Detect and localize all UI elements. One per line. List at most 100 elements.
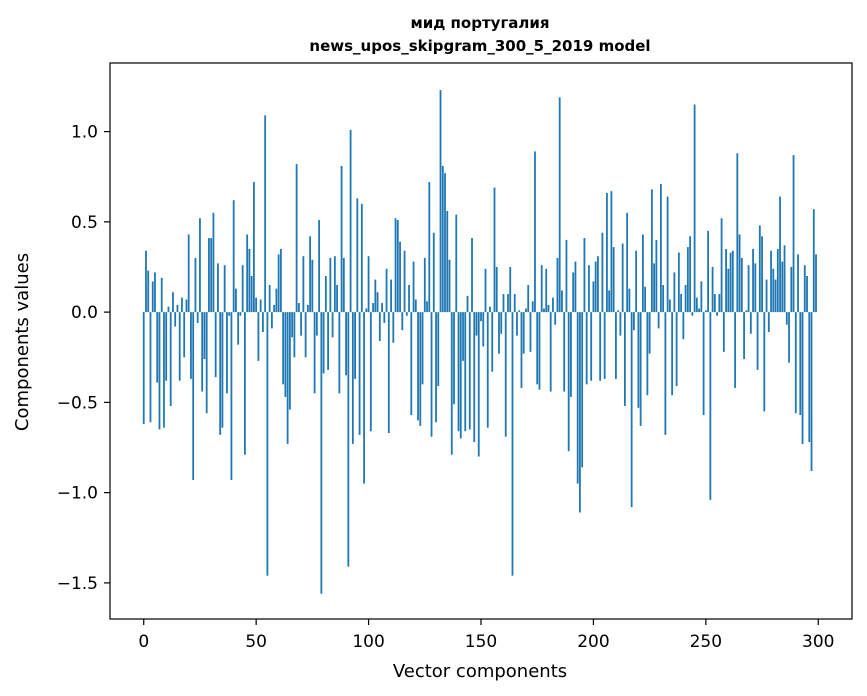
bar-268 [745,310,748,313]
bar-140 [457,312,460,432]
bar-296 [808,312,811,443]
bar-83 [329,257,332,313]
bar-60 [277,254,280,313]
bar-154 [489,306,491,313]
bar-223 [644,286,647,313]
bar-196 [583,238,586,313]
bar-209 [612,247,615,313]
y-axis: −1.5 −1.0 −0.5 0.0 0.5 1.0 [57,123,110,594]
bar-79 [320,312,323,594]
bar-97 [360,203,363,313]
bar-36 [223,265,226,313]
bar-147 [473,312,476,443]
bar-14 [174,312,177,327]
bar-129 [432,232,435,313]
bar-220 [637,312,640,408]
bar-63 [284,312,287,397]
bar-40 [232,200,235,313]
bar-238 [677,252,680,313]
bar-242 [686,247,689,313]
bar-35 [221,312,224,428]
bar-282 [776,248,779,313]
bar-287 [788,312,790,363]
bar-124 [421,312,424,385]
bar-175 [536,312,539,385]
bar-249 [702,312,705,416]
bar-239 [680,294,683,313]
bar-191 [572,272,575,313]
bar-29 [208,238,210,313]
bar-125 [423,257,426,313]
bar-145 [468,312,471,430]
bar-270 [749,312,752,334]
bar-31 [212,212,215,313]
y-tick-label: 1.0 [71,123,98,143]
bar-168 [520,312,523,388]
bar-4 [151,281,154,313]
bar-280 [772,268,775,313]
bar-59 [275,288,278,313]
bar-156 [493,187,496,313]
bar-213 [621,243,624,313]
bar-105 [378,312,381,341]
bar-37 [226,312,228,394]
bar-58 [273,304,276,313]
bar-8 [160,277,163,313]
bar-227 [653,263,656,313]
bar-131 [437,312,440,387]
bar-101 [369,312,372,432]
bar-164 [511,312,514,576]
bar-224 [646,312,649,396]
bar-176 [538,312,541,390]
bar-115 [401,312,404,331]
bar-91 [347,312,350,567]
bar-194 [579,312,581,513]
x-axis: 0 50 100 150 200 250 300 [138,619,834,652]
bar-3 [149,312,152,423]
bar-144 [466,295,469,313]
bar-48 [250,276,253,313]
bar-274 [758,225,761,313]
bar-248 [700,281,703,313]
bar-275 [761,236,763,313]
y-tick-label: −1.5 [57,574,98,594]
bar-207 [608,290,611,313]
chart-title: мид португалия [410,14,549,32]
bar-87 [338,312,341,394]
bar-293 [801,312,804,444]
bar-119 [410,312,413,416]
bar-244 [691,312,694,316]
bar-185 [558,97,561,313]
bar-44 [241,265,244,313]
bar-208 [610,191,613,313]
bar-247 [698,308,700,313]
bar-148 [475,312,478,336]
bar-133 [441,165,444,313]
bar-202 [597,256,599,313]
bar-11 [167,306,170,313]
bar-200 [592,281,595,313]
bar-186 [561,290,563,313]
bar-149 [477,312,480,457]
bar-218 [633,312,635,331]
bar-245 [693,104,696,313]
bar-263 [734,312,736,388]
bar-217 [630,312,633,508]
bar-71 [302,256,305,313]
bar-51 [257,312,260,361]
bar-271 [752,248,754,313]
bar-50 [255,297,258,313]
y-tick-label: −0.5 [57,393,98,413]
bar-210 [615,312,617,379]
bar-128 [430,312,433,437]
bar-117 [405,312,408,316]
bar-235 [671,312,674,396]
bar-166 [516,312,518,336]
bar-236 [673,272,676,313]
bar-76 [313,312,316,394]
bar-114 [399,241,401,313]
bar-112 [394,218,397,313]
bar-294 [803,265,806,313]
bar-121 [414,299,417,313]
